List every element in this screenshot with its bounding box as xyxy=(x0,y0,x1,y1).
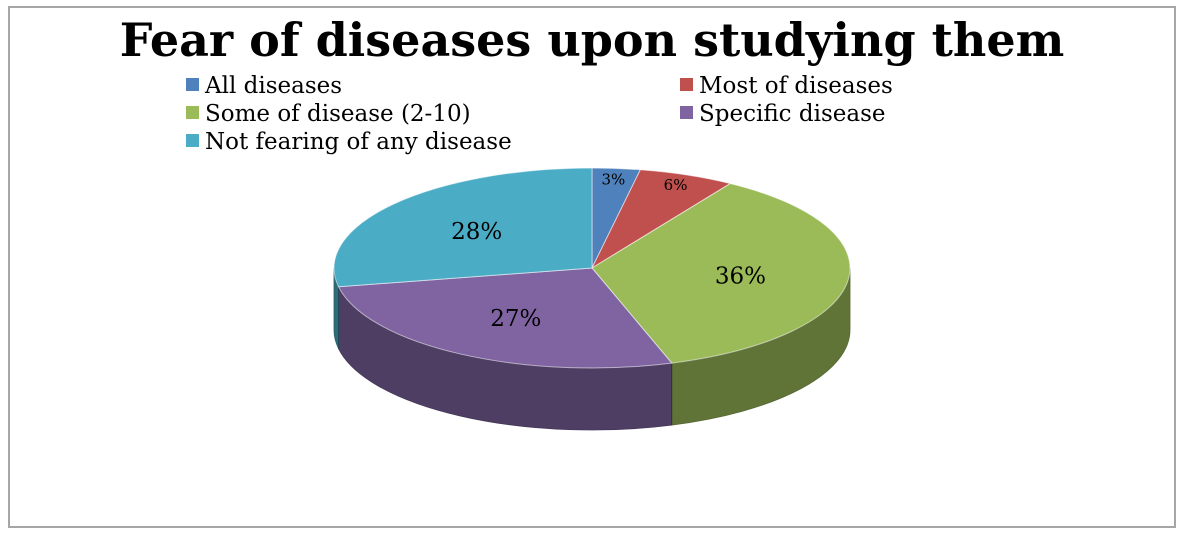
legend-item-some-diseases: Some of disease (2-10) xyxy=(186,100,471,130)
data-label-all-diseases: 3% xyxy=(601,170,625,188)
legend-label: Some of disease (2-10) xyxy=(205,101,471,127)
pie-top xyxy=(333,167,851,369)
legend-swatch xyxy=(680,105,693,119)
chart-title: Fear of diseases upon studying them xyxy=(119,13,1065,67)
legend-swatch xyxy=(186,133,199,147)
legend-label: Most of diseases xyxy=(699,73,893,99)
legend-label: Not fearing of any disease xyxy=(205,129,512,155)
legend-item-all-diseases: All diseases xyxy=(186,72,342,102)
data-label-some-diseases: 36% xyxy=(715,263,766,289)
data-label-specific-disease: 27% xyxy=(490,306,541,332)
legend-swatch xyxy=(186,105,199,119)
data-label-not-fearing: 28% xyxy=(451,219,502,245)
legend-label: Specific disease xyxy=(699,101,886,127)
legend-swatch xyxy=(680,77,693,91)
pie-slice-not-fearing xyxy=(333,167,593,288)
legend-item-not-fearing: Not fearing of any disease xyxy=(186,128,512,158)
legend-label: All diseases xyxy=(205,73,343,99)
legend-item-most-diseases: Most of diseases xyxy=(680,72,893,102)
pie-slice-specific-disease xyxy=(337,267,673,369)
pie-slice-some-diseases xyxy=(591,183,851,364)
legend-swatch xyxy=(186,77,199,91)
data-label-most-diseases: 6% xyxy=(664,176,688,194)
legend-item-specific-disease: Specific disease xyxy=(680,100,885,130)
